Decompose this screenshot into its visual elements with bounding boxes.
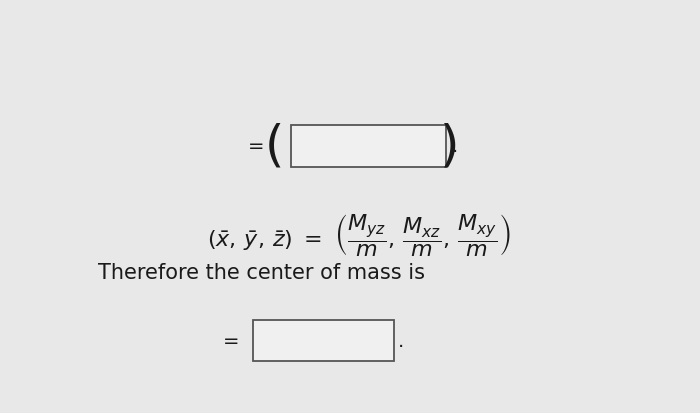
Text: =: =	[223, 331, 239, 350]
Text: (: (	[265, 123, 284, 171]
Text: .: .	[452, 137, 458, 156]
Text: =: =	[247, 137, 264, 156]
Text: .: .	[398, 331, 404, 350]
Bar	[291, 126, 445, 167]
Bar	[253, 320, 394, 361]
Text: ): )	[440, 123, 460, 171]
Text: $(\bar{x},\, \bar{y},\, \bar{z})\ =\ \left(\dfrac{M_{yz}}{m},\, \dfrac{M_{xz}}{m: $(\bar{x},\, \bar{y},\, \bar{z})\ =\ \le…	[207, 211, 510, 257]
Text: Therefore the center of mass is: Therefore the center of mass is	[98, 262, 426, 282]
